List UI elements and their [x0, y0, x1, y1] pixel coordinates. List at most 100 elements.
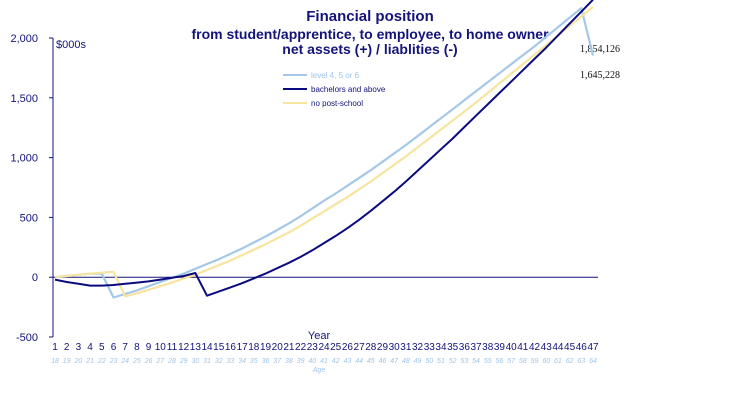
x-tick-label-age: 31 [203, 358, 211, 365]
x-tick-label-year: 1 [52, 342, 58, 353]
end-label-bachelors: 1,854,126 [580, 44, 620, 55]
x-tick-label-age: 58 [519, 358, 527, 365]
x-tick-label-age: 62 [566, 358, 574, 365]
legend-label-bachelors: bachelors and above [311, 84, 386, 94]
x-tick-label-age: 36 [262, 358, 270, 365]
x-tick-label-age: 38 [285, 358, 293, 365]
x-tick-label-age: 57 [507, 358, 516, 365]
x-tick-label-year: 12 [178, 342, 190, 353]
y-tick-label: 500 [20, 212, 38, 224]
x-tick-label-age: 54 [472, 358, 480, 365]
x-tick-label-year: 43 [541, 342, 553, 353]
x-tick-label-year: 15 [213, 342, 225, 353]
legend-swatch-bachelors [283, 88, 307, 90]
x-tick-label-year: 16 [225, 342, 237, 353]
x-tick-label-age: 29 [179, 358, 188, 365]
x-tick-label-year: 25 [330, 342, 342, 353]
x-tick-label-year: 26 [342, 342, 354, 353]
series-line-bachelors [54, 0, 594, 297]
x-tick-label-year: 41 [517, 342, 529, 353]
x-tick-label-year: 2 [64, 342, 70, 353]
x-tick-label-year: 28 [365, 342, 377, 353]
series-line-level456 [54, 7, 595, 299]
x-tick-label-age: 60 [542, 358, 550, 365]
x-tick-label-year: 9 [146, 342, 152, 353]
legend-label-no-post-school: no post-school [311, 98, 364, 108]
x-tick-label-age: 48 [402, 358, 410, 365]
x-tick-label-year: 14 [201, 342, 213, 353]
x-tick-label-age: 45 [367, 358, 375, 365]
x-tick-label-age: 27 [155, 358, 165, 365]
x-tick-label-year: 30 [389, 342, 401, 353]
x-tick-label-age: 50 [425, 358, 433, 365]
x-tick-label-year: 10 [155, 342, 167, 353]
x-tick-label-age: 34 [238, 358, 246, 365]
chart-subtitle-line-1: from student/apprentice, to employee, to… [191, 26, 549, 42]
x-tick-label-age: 63 [577, 358, 585, 365]
x-tick-label-year: 18 [248, 342, 260, 353]
x-tick-label-year: 21 [283, 342, 295, 353]
x-tick-label-year: 45 [564, 342, 576, 353]
legend-item-no-post-school: no post-school [283, 96, 385, 110]
x-tick-label-age: 61 [554, 358, 562, 365]
x-tick-label-year: 24 [318, 342, 330, 353]
legend-swatch-no-post-school [283, 102, 307, 104]
x-tick-label-age: 33 [227, 358, 235, 365]
x-tick-label-age: 18 [51, 358, 59, 365]
x-tick-label-age: 19 [63, 358, 71, 365]
x-tick-label-year: 47 [587, 342, 599, 353]
x-tick-label-age: 35 [250, 358, 258, 365]
y-axis-unit-label: $000s [56, 39, 86, 51]
x-tick-label-age: 40 [308, 358, 316, 365]
x-tick-label-year: 4 [87, 342, 93, 353]
x-tick-label-year: 31 [400, 342, 412, 353]
x-tick-label-year: 27 [354, 342, 366, 353]
x-tick-label-age: 55 [484, 358, 492, 365]
x-tick-label-year: 35 [447, 342, 459, 353]
x-tick-label-age: 64 [589, 358, 597, 365]
series-line-no-post-school [54, 6, 594, 298]
x-tick-label-age: 24 [120, 358, 129, 365]
x-tick-label-year: 13 [190, 342, 202, 353]
x-tick-label-year: 38 [482, 342, 494, 353]
y-tick-label: -500 [16, 332, 38, 344]
x-tick-label-age: 23 [109, 358, 118, 365]
x-tick-label-year: 19 [260, 342, 272, 353]
y-tick-label: 0 [32, 272, 38, 284]
x-tick-label-age: 25 [132, 358, 141, 365]
x-tick-label-age: 44 [355, 358, 363, 365]
x-tick-label-year: 20 [272, 342, 284, 353]
y-tick-label: 2,000 [10, 33, 38, 45]
x-tick-label-year: 22 [295, 342, 307, 353]
x-tick-label-age: 26 [144, 358, 153, 365]
x-tick-label-year: 3 [76, 342, 82, 353]
x-tick-label-age: 53 [460, 358, 468, 365]
x-tick-label-age: 59 [531, 358, 539, 365]
chart-subtitle-line-2: net assets (+) / liablities (-) [282, 41, 458, 57]
legend-item-bachelors: bachelors and above [283, 82, 385, 96]
legend: level 4, 5 or 6 bachelors and above no p… [283, 68, 385, 110]
x-tick-label-year: 11 [167, 342, 178, 353]
x-tick-label-age: 39 [297, 358, 305, 365]
x-tick-label-age: 37 [273, 358, 282, 365]
y-tick-label: 1,500 [10, 93, 38, 105]
x-tick-label-year: 46 [576, 342, 588, 353]
x-tick-label-age: 43 [343, 358, 351, 365]
x-tick-label-year: 37 [470, 342, 482, 353]
x-tick-label-year: 5 [99, 342, 105, 353]
end-label-no-post-school: 1,645,228 [580, 70, 620, 81]
x-tick-label-year: 40 [506, 342, 518, 353]
chart-title: Financial position [306, 8, 434, 25]
x-tick-label-year: 23 [307, 342, 319, 353]
y-tick-label: 1,000 [10, 153, 38, 165]
x-tick-label-age: 51 [437, 358, 445, 365]
x-tick-label-year: 6 [111, 342, 117, 353]
x-tick-label-age: 47 [390, 358, 399, 365]
x-tick-label-age: 56 [496, 358, 504, 365]
x-tick-label-year: 7 [122, 342, 128, 353]
x-tick-label-year: 32 [412, 342, 424, 353]
x-tick-label-age: 42 [332, 358, 340, 365]
x-tick-label-year: 8 [134, 342, 140, 353]
x-tick-label-age: 46 [379, 358, 387, 365]
